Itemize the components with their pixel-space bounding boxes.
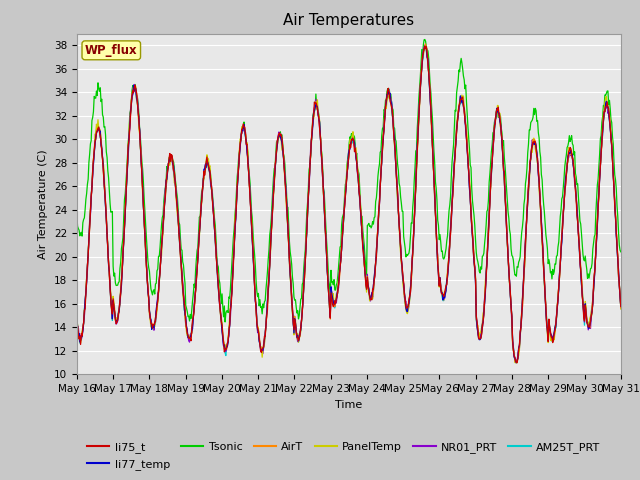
NR01_PRT bbox=[431, 207, 439, 213]
PanelTemp bbox=[83, 275, 90, 281]
AirT bbox=[513, 360, 520, 365]
Line: AirT: AirT bbox=[77, 44, 621, 362]
AirT bbox=[223, 347, 230, 352]
AirT bbox=[431, 210, 439, 216]
Line: Tsonic: Tsonic bbox=[77, 39, 621, 322]
li75_t bbox=[431, 212, 439, 217]
Legend: li75_t, li77_temp, Tsonic, AirT, PanelTemp, NR01_PRT, AM25T_PRT: li75_t, li77_temp, Tsonic, AirT, PanelTe… bbox=[83, 438, 605, 474]
Text: WP_flux: WP_flux bbox=[85, 44, 138, 57]
Tsonic bbox=[194, 244, 202, 250]
li75_t bbox=[617, 304, 625, 310]
PanelTemp bbox=[512, 360, 520, 366]
li77_temp bbox=[223, 345, 230, 350]
Title: Air Temperatures: Air Temperatures bbox=[284, 13, 414, 28]
Y-axis label: Air Temperature (C): Air Temperature (C) bbox=[38, 149, 48, 259]
NR01_PRT bbox=[194, 255, 202, 261]
li77_temp bbox=[83, 279, 90, 285]
Line: NR01_PRT: NR01_PRT bbox=[77, 45, 621, 362]
Tsonic bbox=[433, 185, 440, 191]
PanelTemp bbox=[139, 192, 147, 197]
li75_t bbox=[73, 312, 81, 318]
li77_temp bbox=[73, 317, 81, 323]
Tsonic bbox=[223, 308, 231, 313]
Tsonic bbox=[73, 211, 81, 216]
Tsonic bbox=[617, 249, 625, 255]
AM25T_PRT bbox=[223, 344, 230, 350]
Tsonic bbox=[416, 86, 424, 92]
li75_t bbox=[223, 345, 230, 350]
X-axis label: Time: Time bbox=[335, 400, 362, 409]
NR01_PRT bbox=[83, 276, 90, 282]
AM25T_PRT bbox=[617, 305, 625, 311]
AM25T_PRT bbox=[139, 188, 147, 194]
NR01_PRT bbox=[513, 359, 520, 365]
NR01_PRT bbox=[73, 315, 81, 321]
li75_t bbox=[421, 43, 429, 49]
Tsonic bbox=[139, 166, 147, 172]
NR01_PRT bbox=[223, 344, 230, 350]
Tsonic bbox=[221, 319, 229, 325]
NR01_PRT bbox=[415, 110, 422, 116]
li75_t bbox=[513, 360, 520, 366]
AM25T_PRT bbox=[415, 112, 422, 118]
PanelTemp bbox=[617, 306, 625, 312]
AM25T_PRT bbox=[422, 43, 429, 48]
AirT bbox=[415, 113, 422, 119]
li77_temp bbox=[421, 44, 429, 49]
PanelTemp bbox=[415, 118, 422, 124]
AirT bbox=[617, 305, 625, 311]
li75_t bbox=[139, 185, 147, 191]
AirT bbox=[83, 276, 90, 281]
li77_temp bbox=[431, 210, 439, 216]
PanelTemp bbox=[223, 344, 230, 350]
li77_temp bbox=[139, 184, 147, 190]
Line: li77_temp: li77_temp bbox=[77, 47, 621, 363]
PanelTemp bbox=[431, 209, 439, 215]
NR01_PRT bbox=[617, 304, 625, 310]
li75_t bbox=[194, 255, 202, 261]
PanelTemp bbox=[422, 44, 430, 49]
li75_t bbox=[83, 278, 90, 284]
AirT bbox=[194, 254, 202, 260]
Line: PanelTemp: PanelTemp bbox=[77, 47, 621, 363]
AirT bbox=[73, 314, 81, 320]
li77_temp bbox=[415, 115, 422, 120]
li77_temp bbox=[617, 303, 625, 309]
AirT bbox=[139, 187, 147, 193]
AM25T_PRT bbox=[512, 360, 520, 366]
Line: AM25T_PRT: AM25T_PRT bbox=[77, 46, 621, 363]
AM25T_PRT bbox=[431, 208, 439, 214]
NR01_PRT bbox=[139, 187, 147, 192]
AM25T_PRT bbox=[83, 276, 90, 281]
Tsonic bbox=[83, 191, 90, 196]
li77_temp bbox=[513, 360, 520, 366]
AM25T_PRT bbox=[73, 317, 81, 323]
PanelTemp bbox=[73, 316, 81, 322]
li77_temp bbox=[194, 256, 202, 262]
AM25T_PRT bbox=[194, 252, 202, 258]
NR01_PRT bbox=[421, 42, 429, 48]
Line: li75_t: li75_t bbox=[77, 46, 621, 363]
PanelTemp bbox=[194, 254, 202, 260]
Tsonic bbox=[421, 36, 429, 42]
AirT bbox=[422, 41, 429, 47]
li75_t bbox=[415, 113, 422, 119]
